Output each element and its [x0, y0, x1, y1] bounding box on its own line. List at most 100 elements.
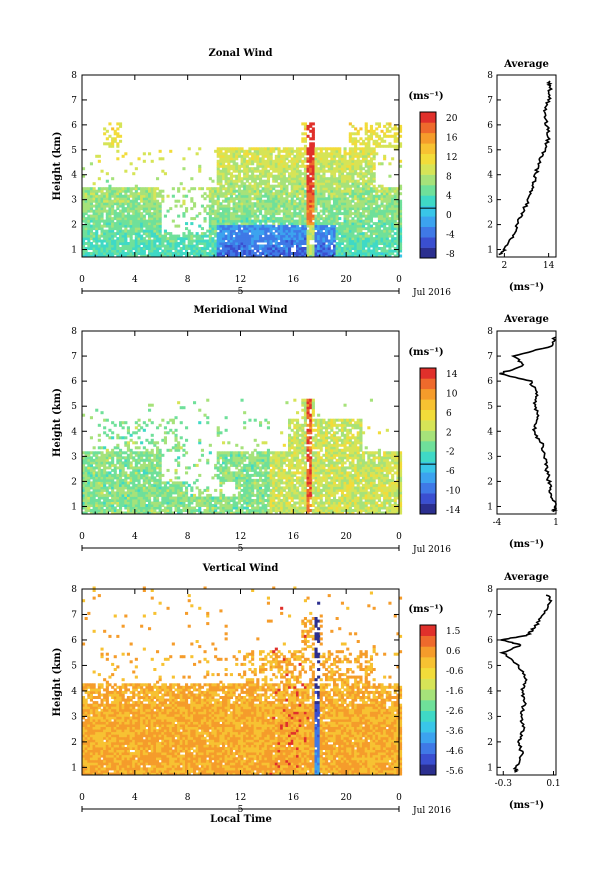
heatmap-cell [348, 149, 352, 153]
heatmap-cell [311, 237, 315, 241]
heatmap-cell [327, 249, 331, 253]
heatmap-cell [330, 169, 334, 173]
heatmap-cell [87, 499, 91, 502]
heatmap-cell [298, 149, 302, 153]
heatmap-cell [298, 242, 302, 245]
heatmap-cell [108, 122, 112, 126]
heatmap-cell [169, 491, 173, 495]
heatmap-cell [243, 194, 247, 198]
heatmap-cell [119, 448, 123, 452]
heatmap-cell [380, 197, 384, 201]
heatmap-cell [103, 232, 107, 236]
heatmap-cell [253, 197, 257, 201]
heatmap-cell [301, 197, 305, 201]
heatmap-cell [364, 162, 368, 166]
heatmap-cell [119, 227, 123, 231]
heatmap-cell [377, 252, 381, 255]
heatmap-cell [82, 232, 86, 236]
heatmap-cell [82, 219, 86, 223]
heatmap-cell [288, 227, 292, 231]
heatmap-cell [124, 476, 128, 480]
heatmap-cell [346, 232, 350, 236]
heatmap-cell [364, 222, 368, 226]
heatmap-cell [142, 476, 146, 480]
heatmap-cell [385, 194, 389, 198]
heatmap-cell [206, 398, 210, 402]
heatmap-cell [301, 187, 305, 191]
heatmap-cell [359, 217, 363, 221]
heatmap-cell [224, 247, 228, 250]
heatmap-cell [240, 247, 244, 250]
heatmap-cell [253, 154, 257, 158]
heatmap-cell [240, 224, 244, 228]
heatmap-cell [272, 164, 276, 168]
heatmap-cell [240, 222, 244, 226]
heatmap-cell [317, 212, 321, 216]
heatmap-cell [369, 207, 373, 211]
heatmap-cell [243, 182, 247, 186]
heatmap-cell [193, 217, 197, 221]
heatmap-cell [214, 214, 218, 218]
heatmap-cell [367, 244, 371, 248]
heatmap-cell [124, 224, 128, 228]
heatmap-cell [116, 247, 120, 250]
heatmap-cell [224, 179, 228, 183]
heatmap-cell [111, 496, 115, 500]
heatmap-cell [190, 511, 194, 515]
heatmap-cell [325, 169, 329, 173]
heatmap-cell [208, 229, 212, 233]
heatmap-cell [216, 214, 220, 218]
heatmap-cell [391, 239, 395, 243]
heatmap-cell [385, 219, 389, 223]
heatmap-cell [119, 254, 123, 258]
heatmap-cell [229, 187, 233, 191]
heatmap-cell [211, 207, 215, 211]
heatmap-cell [105, 461, 109, 465]
heatmap-cell [92, 212, 96, 216]
heatmap-cell [193, 247, 197, 250]
heatmap-cell [301, 252, 305, 255]
heatmap-cell [259, 184, 263, 188]
heatmap-cell [264, 189, 268, 193]
heatmap-cell [158, 209, 162, 213]
heatmap-cell [385, 199, 389, 203]
heatmap-cell [335, 209, 339, 213]
heatmap-cell [182, 242, 186, 245]
heatmap-cell [259, 194, 263, 198]
heatmap-cell [293, 214, 297, 218]
heatmap-cell [335, 227, 339, 231]
heatmap-cell [153, 506, 157, 510]
heatmap-cell [253, 217, 257, 221]
heatmap-cell [306, 187, 310, 191]
colorbar-tick-label: 0 [446, 211, 452, 221]
heatmap-cell [148, 491, 152, 495]
heatmap-cell [132, 192, 136, 196]
heatmap-cell [348, 192, 352, 196]
heatmap-cell [327, 244, 331, 248]
heatmap-cell [137, 224, 141, 228]
heatmap-cell [211, 509, 215, 512]
heatmap-cell [177, 496, 181, 500]
heatmap-cell [100, 252, 104, 255]
heatmap-cell [309, 147, 313, 151]
heatmap-cell [317, 247, 321, 250]
heatmap-cell [243, 157, 247, 161]
heatmap-cell [103, 488, 107, 492]
heatmap-cell [156, 488, 160, 492]
heatmap-cell [354, 222, 358, 226]
heatmap-cell [126, 187, 130, 191]
heatmap-cell [113, 483, 117, 487]
heatmap-cell [108, 214, 112, 218]
heatmap-cell [245, 247, 249, 250]
heatmap-cell [280, 149, 284, 153]
heatmap-cell [325, 202, 329, 206]
heatmap-cell [108, 501, 112, 505]
heatmap-cell [235, 212, 239, 216]
heatmap-cell [293, 239, 297, 243]
heatmap-cell [140, 194, 144, 198]
heatmap-cell [399, 214, 403, 218]
heatmap-cell [171, 237, 175, 241]
heatmap-cell [171, 252, 175, 255]
heatmap-cell [124, 217, 128, 221]
